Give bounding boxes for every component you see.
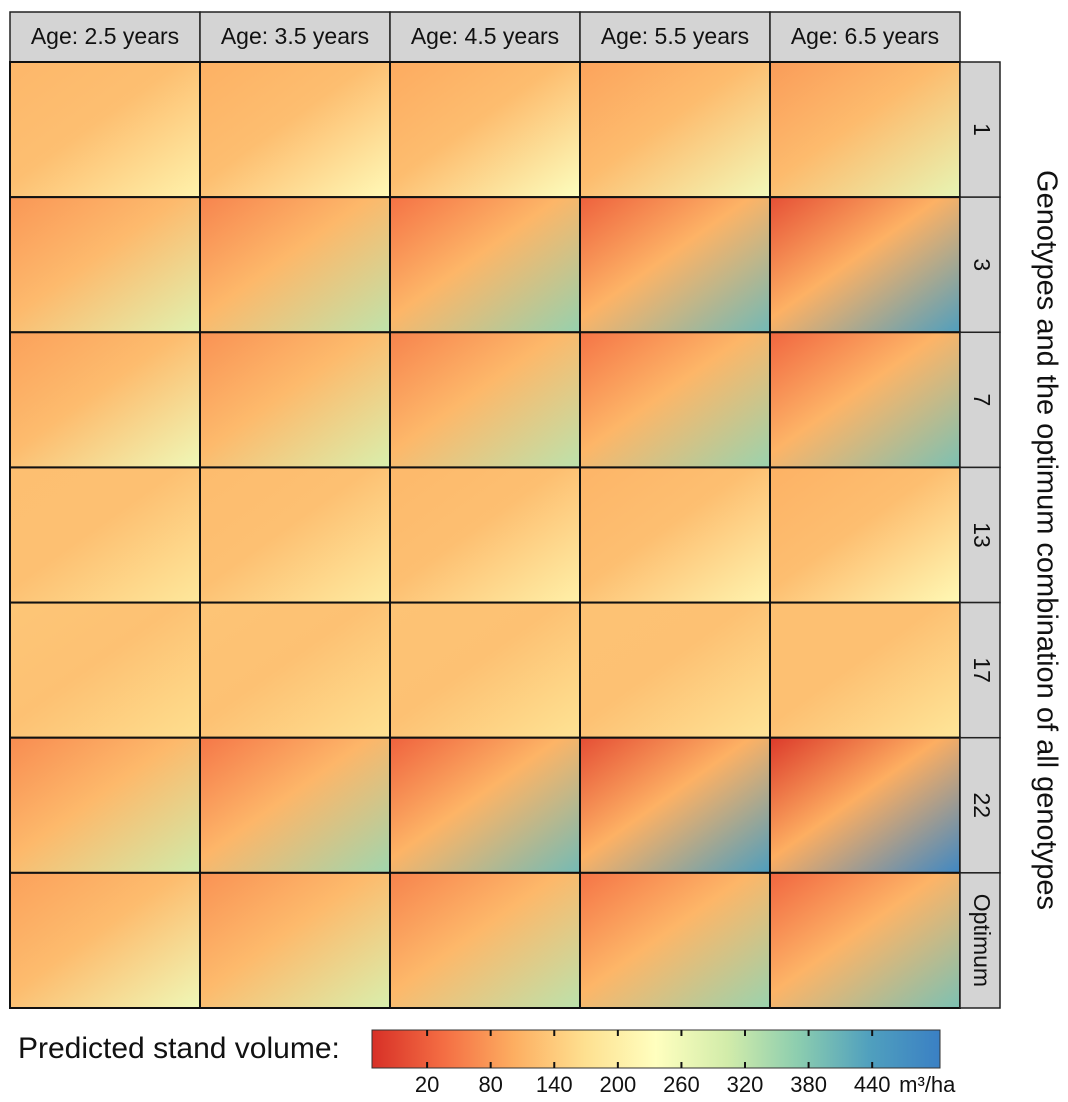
legend-title: Predicted stand volume:	[18, 1032, 340, 1065]
map-panel	[579, 196, 771, 334]
map-panel	[199, 196, 391, 334]
column-strip	[389, 11, 581, 63]
map-panel	[389, 601, 581, 739]
map-panel	[769, 601, 961, 739]
row-strip	[959, 601, 1001, 739]
map-panel	[579, 871, 771, 1009]
map-panel	[199, 871, 391, 1009]
map-panel	[389, 196, 581, 334]
colorbar	[371, 1029, 941, 1069]
column-label: Age: 5.5 years	[601, 23, 749, 49]
colorbar-tick-label: 200	[599, 1072, 636, 1097]
map-panel	[579, 61, 771, 199]
map-panel	[199, 736, 391, 874]
map-panel	[579, 331, 771, 469]
row-strip	[959, 61, 1001, 198]
column-strip	[9, 11, 201, 63]
colorbar-unit: m³/ha	[899, 1072, 956, 1097]
column-label: Age: 2.5 years	[31, 23, 179, 49]
row-label: 13	[969, 522, 995, 548]
map-panel	[199, 466, 391, 604]
row-label: 3	[969, 258, 995, 271]
column-label: Age: 6.5 years	[791, 23, 939, 49]
colorbar-tick-label: 80	[478, 1072, 502, 1097]
colorbar-tick-label: 440	[854, 1072, 891, 1097]
column-label: Age: 3.5 years	[221, 23, 369, 49]
map-panel	[769, 736, 961, 874]
map-panel	[769, 331, 961, 469]
row-axis-title: Genotypes and the optimum combination of…	[1030, 170, 1062, 910]
row-label: 22	[969, 792, 995, 818]
row-label: Optimum	[969, 894, 995, 987]
map-panel	[199, 601, 391, 739]
map-panel	[389, 61, 581, 199]
colorbar-tick-label: 20	[415, 1072, 439, 1097]
map-panel	[9, 601, 201, 739]
map-panel	[769, 871, 961, 1009]
column-label: Age: 4.5 years	[411, 23, 559, 49]
map-panel	[389, 466, 581, 604]
map-panel	[389, 871, 581, 1009]
map-panel	[769, 61, 961, 199]
map-panel	[199, 61, 391, 199]
row-label: 17	[969, 657, 995, 683]
colorbar-tick-label: 320	[727, 1072, 764, 1097]
map-panel	[9, 331, 201, 469]
map-panel	[769, 466, 961, 604]
map-panel	[389, 736, 581, 874]
map-panel	[9, 196, 201, 334]
row-strip	[959, 331, 1001, 469]
map-panel	[9, 736, 201, 874]
row-strip	[959, 736, 1001, 874]
map-panel	[579, 601, 771, 739]
map-panel	[9, 61, 201, 199]
colorbar-tick-label: 380	[790, 1072, 827, 1097]
map-panel	[579, 466, 771, 604]
map-panel	[9, 871, 201, 1009]
column-strip	[199, 11, 391, 63]
map-panel	[769, 196, 961, 334]
row-strip	[959, 872, 1001, 1009]
colorbar-tick-label: 260	[663, 1072, 700, 1097]
map-panel	[579, 736, 771, 874]
map-panel	[389, 331, 581, 469]
row-label: 7	[969, 393, 995, 406]
row-label: 1	[969, 123, 995, 136]
map-panel	[9, 466, 201, 604]
colorbar-tick-label: 140	[536, 1072, 573, 1097]
map-panel	[199, 331, 391, 469]
